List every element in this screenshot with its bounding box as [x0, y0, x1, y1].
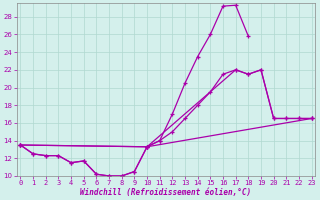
X-axis label: Windchill (Refroidissement éolien,°C): Windchill (Refroidissement éolien,°C) [80, 188, 252, 197]
